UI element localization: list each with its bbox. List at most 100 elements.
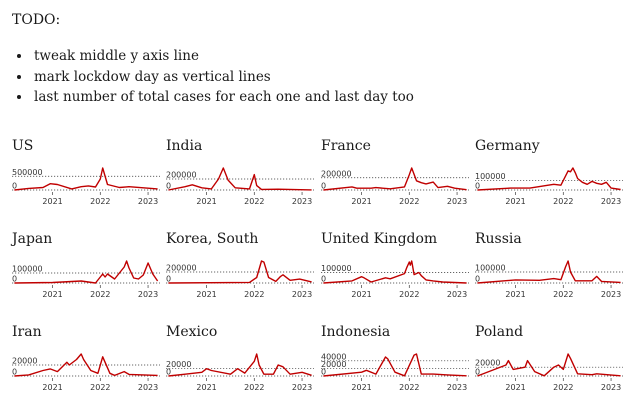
panel-title: US xyxy=(12,138,34,154)
y-tick-label: 0 xyxy=(166,182,171,191)
x-tick-label: 2023 xyxy=(138,290,158,299)
series-line xyxy=(14,167,158,191)
panel-title: United Kingdom xyxy=(321,231,438,247)
panel-title: Iran xyxy=(12,324,42,340)
x-tick-label: 2022 xyxy=(553,290,573,299)
y-tick-label: 0 xyxy=(475,275,480,284)
x-tick-label: 2021 xyxy=(42,197,62,206)
x-tick-label: 2021 xyxy=(196,383,216,392)
x-tick-label: 2022 xyxy=(90,383,110,392)
x-tick-label: 2021 xyxy=(42,290,62,299)
series-line xyxy=(168,353,312,377)
y-tick-label: 20000 xyxy=(321,360,346,369)
series-line xyxy=(168,260,312,284)
y-tick-label: 200000 xyxy=(321,169,352,178)
series-line xyxy=(323,353,467,377)
x-tick-label: 2022 xyxy=(553,383,573,392)
series-line xyxy=(168,167,312,191)
x-tick-label: 2023 xyxy=(292,290,312,299)
x-tick-label: 2022 xyxy=(90,197,110,206)
x-tick-label: 2022 xyxy=(399,383,419,392)
x-tick-label: 2022 xyxy=(553,197,573,206)
line-chart: 0 200000 2021 2022 2023 xyxy=(166,260,314,299)
y-tick-label: 20000 xyxy=(475,359,500,368)
country-panel: United Kingdom 0 100000 2021 2022 2023 xyxy=(321,231,471,306)
todo-item-totals: last number of total cases for each one … xyxy=(32,87,414,108)
y-tick-label: 0 xyxy=(12,182,17,191)
series-line xyxy=(14,260,159,284)
x-tick-label: 2022 xyxy=(244,383,264,392)
y-tick-label: 100000 xyxy=(475,264,506,273)
panel-title: Indonesia xyxy=(321,324,391,340)
todo-item-y-axis: tweak middle y axis line xyxy=(32,46,414,67)
x-tick-label: 2021 xyxy=(42,383,62,392)
y-tick-label: 100000 xyxy=(12,265,43,274)
x-tick-label: 2022 xyxy=(90,290,110,299)
x-tick-label: 2021 xyxy=(505,197,525,206)
panel-title: Korea, South xyxy=(166,231,259,247)
country-panel: Mexico 0 20000 2021 2022 2023 xyxy=(166,324,316,399)
x-tick-label: 2023 xyxy=(138,383,158,392)
x-tick-label: 2021 xyxy=(196,290,216,299)
y-tick-label: 100000 xyxy=(475,172,506,181)
x-tick-label: 2022 xyxy=(244,290,264,299)
series-line xyxy=(323,167,467,191)
y-tick-label: 0 xyxy=(166,275,171,284)
todo-list: tweak middle y axis line mark lockdow da… xyxy=(18,46,414,108)
y-tick-label: 20000 xyxy=(12,357,37,366)
x-tick-label: 2023 xyxy=(601,290,621,299)
panel-title: India xyxy=(166,138,203,154)
country-panel: Indonesia 0 20000 40000 2021 2022 2023 xyxy=(321,324,471,399)
y-tick-label: 0 xyxy=(12,368,17,377)
country-panel: Poland 0 20000 2021 2022 2023 xyxy=(475,324,625,399)
country-panel: Russia 0 100000 2021 2022 2023 xyxy=(475,231,625,306)
panel-title: Russia xyxy=(475,231,522,247)
x-tick-label: 2021 xyxy=(351,197,371,206)
x-tick-label: 2021 xyxy=(351,383,371,392)
y-tick-label: 0 xyxy=(475,182,480,191)
y-tick-label: 200000 xyxy=(166,264,197,273)
line-chart: 0 200000 2021 2022 2023 xyxy=(321,167,469,206)
line-chart: 0 100000 2021 2022 2023 xyxy=(475,260,623,299)
x-tick-label: 2021 xyxy=(505,383,525,392)
x-tick-label: 2023 xyxy=(447,383,467,392)
todo-title: TODO: xyxy=(12,12,61,28)
y-tick-label: 500000 xyxy=(12,168,43,177)
series-line xyxy=(477,167,621,191)
x-tick-label: 2021 xyxy=(351,290,371,299)
line-chart: 0 500000 2021 2022 2023 xyxy=(12,167,160,206)
y-tick-label: 100000 xyxy=(321,264,352,273)
x-tick-label: 2023 xyxy=(601,197,621,206)
country-panel: US 0 500000 2021 2022 2023 xyxy=(12,138,162,213)
country-panel: Iran 0 20000 2021 2022 2023 xyxy=(12,324,162,399)
series-line xyxy=(477,353,621,377)
series-line xyxy=(14,353,158,377)
panel-title: France xyxy=(321,138,371,154)
x-tick-label: 2022 xyxy=(399,197,419,206)
panel-title: Japan xyxy=(12,231,53,247)
y-tick-label: 0 xyxy=(321,182,326,191)
x-tick-label: 2022 xyxy=(244,197,264,206)
panel-title: Poland xyxy=(475,324,524,340)
line-chart: 0 20000 2021 2022 2023 xyxy=(12,353,160,392)
x-tick-label: 2023 xyxy=(601,383,621,392)
x-tick-label: 2023 xyxy=(292,383,312,392)
x-tick-label: 2021 xyxy=(505,290,525,299)
series-line xyxy=(477,260,621,284)
panel-title: Germany xyxy=(475,138,540,154)
country-panel: Japan 0 100000 2021 2022 2023 xyxy=(12,231,162,306)
series-line xyxy=(323,260,467,284)
x-tick-label: 2023 xyxy=(138,197,158,206)
panel-title: Mexico xyxy=(166,324,218,340)
y-tick-label: 20000 xyxy=(166,360,191,369)
y-tick-label: 0 xyxy=(12,275,17,284)
country-panel: Germany 0 100000 2021 2022 2023 xyxy=(475,138,625,213)
country-panel: India 0 200000 2021 2022 2023 xyxy=(166,138,316,213)
x-tick-label: 2022 xyxy=(399,290,419,299)
y-tick-label: 0 xyxy=(475,368,480,377)
